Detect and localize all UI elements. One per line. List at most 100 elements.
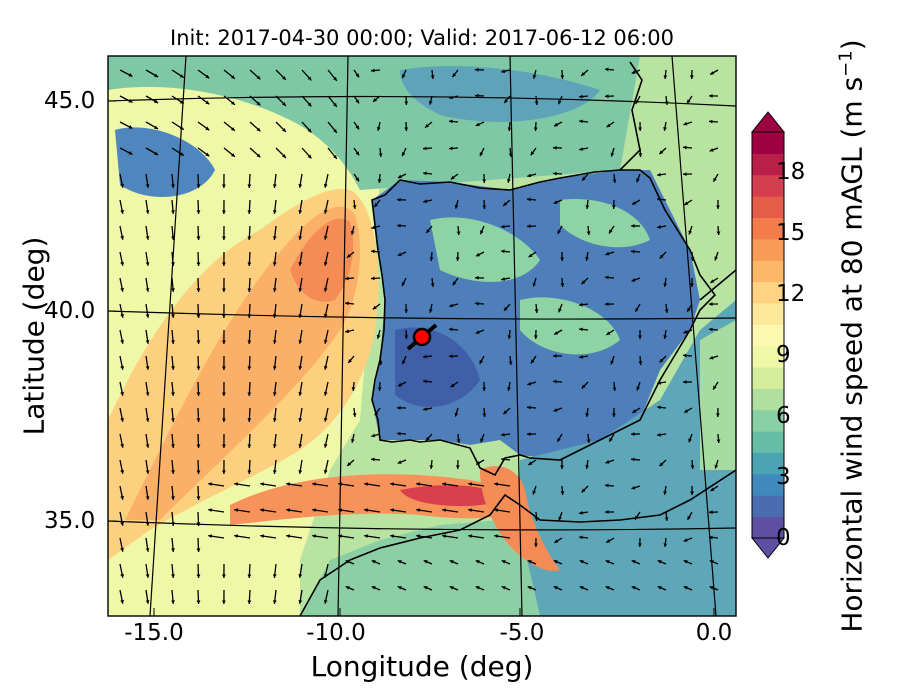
wind-arrow-head [690, 465, 695, 469]
wind-arrow-head [581, 384, 586, 389]
wind-arrow-head [196, 314, 201, 318]
colorbar-frame [751, 131, 785, 539]
wind-arrow-head [272, 574, 277, 578]
wind-arrow-head [401, 152, 406, 157]
wind-arrow-head [606, 539, 611, 543]
wind-arrow-head [631, 224, 635, 228]
wind-arrow-head [480, 230, 484, 235]
wind-arrow-head [454, 204, 459, 209]
wind-arrow-head [605, 275, 609, 280]
wind-arrow-head [684, 201, 689, 205]
wind-arrow-head [709, 327, 713, 332]
wind-arrow-head [222, 184, 226, 188]
wind-arrow-head [501, 457, 505, 462]
wind-arrow-head [323, 313, 328, 318]
wind-arrow-head [657, 225, 661, 229]
wind-arrow-head [377, 387, 382, 391]
wind-arrow-head [247, 600, 252, 604]
wind-arrow-head [179, 126, 184, 130]
colorbar-band [752, 431, 784, 454]
wind-arrow-head [128, 151, 133, 155]
wind-arrow-head [508, 361, 513, 365]
wind-arrow-head [145, 262, 150, 266]
wind-arrow-head [272, 444, 277, 448]
wind-arrow-head [145, 184, 150, 188]
wind-arrow-head [659, 254, 664, 259]
wind-arrow-head [120, 521, 124, 526]
wind-arrow-head [120, 417, 124, 422]
wind-arrow-head [247, 574, 252, 578]
wind-arrow-head [397, 174, 402, 179]
wind-arrow-head [196, 522, 201, 526]
wind-arrow-head [605, 483, 609, 488]
wind-arrow-head [333, 76, 337, 81]
wind-arrow-head [494, 534, 498, 538]
wind-arrow-head [247, 470, 252, 474]
wind-arrow-head [272, 262, 277, 266]
wind-arrow-head [307, 154, 312, 159]
wind-arrow-head [196, 340, 201, 344]
wind-arrow-head [323, 469, 328, 474]
wind-arrow-head [222, 600, 226, 604]
wind-arrow-head [196, 392, 201, 396]
wind-arrow-head [554, 122, 558, 127]
wind-arrow-head [376, 126, 381, 131]
wind-arrow-head [683, 586, 688, 590]
wind-arrow-head [154, 151, 159, 155]
wind-arrow-head [247, 340, 252, 344]
wind-arrow-head [364, 508, 368, 512]
wind-arrow-head [690, 283, 694, 287]
wind-arrow-head [348, 359, 352, 363]
colorbar-band [752, 473, 784, 496]
colorbar-tick-0: 0 [776, 525, 791, 551]
wind-arrow-head [610, 152, 615, 157]
y-axis-label: Latitude (deg) [17, 236, 51, 436]
wind-arrow-head [298, 392, 303, 396]
wind-arrow-head [475, 122, 480, 126]
wind-arrow-head [256, 153, 261, 158]
wind-arrow-head [579, 560, 584, 564]
colorbar-tick-6: 6 [776, 403, 791, 429]
meridian-0 [671, 56, 717, 616]
wind-arrow-head [196, 262, 201, 266]
wind-arrow-head [390, 482, 394, 486]
wind-arrow-head [145, 236, 150, 240]
wind-arrow-head [171, 236, 175, 240]
wind-arrow-head [120, 599, 124, 604]
wind-arrow-head [338, 482, 342, 486]
wind-arrow-head [553, 145, 557, 150]
wind-arrow-head [709, 560, 714, 564]
wind-arrow-head [307, 76, 312, 81]
wind-arrow-head [352, 205, 357, 209]
wind-arrow-head [683, 145, 687, 150]
wind-arrow-head [494, 482, 498, 486]
wind-arrow-head [581, 488, 586, 493]
wind-arrow-head [683, 380, 687, 384]
wind-arrow-head [247, 184, 252, 188]
wind-arrow-head [171, 496, 175, 500]
wind-arrow-head [282, 154, 286, 158]
wind-arrow-head [423, 407, 427, 411]
colorbar-band [752, 495, 784, 518]
wind-arrow-head [282, 102, 286, 106]
wind-arrow-head [355, 73, 360, 78]
wind-arrow-head [429, 257, 434, 261]
wind-arrow-head [557, 229, 562, 234]
wind-arrow-head [468, 508, 472, 512]
wind-arrow-head [120, 443, 124, 448]
colorbar-label-text: Horizontal wind speed at 80 mAGL (m s [835, 76, 869, 633]
wind-arrow-head [635, 515, 639, 520]
wind-arrow-head [508, 153, 513, 157]
wind-arrow-head [374, 203, 379, 208]
wind-arrow-head [609, 437, 613, 442]
wind-arrow-head [657, 560, 662, 564]
wind-arrow-head [709, 119, 713, 124]
wind-arrow-head [397, 405, 401, 410]
wind-arrow-head [298, 444, 303, 448]
wind-arrow-head [371, 68, 375, 73]
wind-arrow-head [347, 253, 351, 258]
wind-arrow-head [579, 94, 583, 99]
wind-arrow-head [657, 586, 662, 590]
colorbar-band [752, 238, 784, 261]
wind-arrow-head [683, 121, 688, 126]
